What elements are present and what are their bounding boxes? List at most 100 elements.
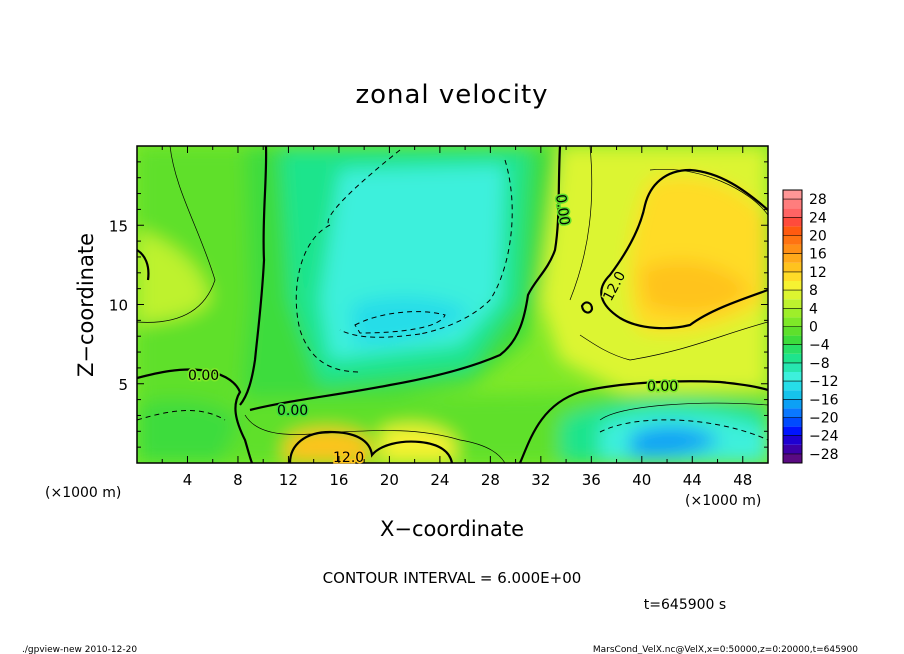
field-region-right-orange: [640, 260, 750, 314]
colorbar-swatch: [783, 390, 802, 400]
colorbar-label: 28: [809, 192, 827, 208]
colorbar-label: 8: [809, 283, 818, 299]
colorbar-swatch: [783, 262, 802, 272]
field-region-lowerleft-negative: [137, 400, 240, 463]
x-tick-label: 12: [279, 471, 298, 489]
colorbar-swatch: [783, 290, 802, 300]
contour-dash-7: [137, 410, 226, 421]
colorbar-label: 12: [809, 265, 827, 281]
contour-zero-center: [249, 146, 562, 412]
x-tick-label: 24: [430, 471, 449, 489]
colorbar-label: −12: [809, 374, 839, 390]
contour-zero-left-pocket: [137, 249, 150, 281]
x-axis-ticks: 4 8 12 16 20 24 28 32 36 40 44 48: [161, 146, 752, 489]
contour-thin-4: [244, 414, 506, 463]
plot-area: [137, 146, 768, 463]
contour-thin-2: [649, 169, 768, 216]
colorbar-label: 24: [809, 210, 827, 226]
colorbar-label: 20: [809, 229, 827, 245]
contour-zero-left: [137, 368, 254, 463]
colorbar-label: −28: [809, 447, 839, 463]
colorbar: [782, 189, 803, 464]
colorbar-swatch: [783, 217, 802, 227]
chart-title: zonal velocity: [355, 80, 548, 110]
x-tick-label: 36: [582, 471, 601, 489]
colorbar-swatch: [783, 271, 802, 281]
colorbar-swatch: [783, 281, 802, 291]
contour-dash-4: [339, 329, 421, 338]
contour-label-twelve-lower: 12.0: [333, 450, 364, 466]
x-tick-label: 32: [531, 471, 550, 489]
x-tick-label: 8: [233, 471, 243, 489]
colorbar-swatch: [783, 226, 802, 236]
contour-lines-twelve: [288, 168, 768, 463]
contour-interval-text: CONTOUR INTERVAL = 6.000E+00: [323, 569, 582, 587]
field-region-central-core: [350, 295, 470, 345]
y-axis-title: Z−coordinate: [74, 233, 98, 377]
contour-twelve-lower: [288, 430, 454, 463]
colorbar-swatch: [783, 435, 802, 445]
contour-twelve-right: [600, 168, 768, 330]
contour-thin-3: [579, 321, 768, 361]
colorbar-swatch: [783, 244, 802, 254]
colorbar-swatch: [783, 299, 802, 309]
colorbar-swatch: [783, 444, 802, 454]
x-axis-unit-right: (×1000 m): [685, 493, 761, 509]
x-tick-label: 28: [481, 471, 500, 489]
contour-zero-vertical: [239, 146, 268, 406]
contour-lines-dashed: [137, 149, 768, 441]
colorbar-label: −4: [809, 338, 830, 354]
x-axis-title: X−coordinate: [380, 517, 524, 541]
colorbar-swatch: [783, 417, 802, 427]
x-tick-label: 4: [183, 471, 193, 489]
colorbar-swatch: [783, 335, 802, 345]
contour-lines-thin: [137, 146, 768, 463]
colorbar-labels: 28 24 20 16 12 8 4 0 −4 −8 −12 −16 −20 −24 −28: [783, 192, 839, 463]
contour-dash-1: [295, 224, 361, 373]
contour-thin-1: [137, 146, 216, 323]
x-tick-label: 16: [329, 471, 348, 489]
time-label: t=645900 s: [644, 597, 726, 613]
colorbar-swatch: [783, 317, 802, 327]
colorbar-label: −24: [809, 429, 839, 445]
colorbar-swatch: [783, 372, 802, 382]
y-tick-label: 5: [118, 376, 128, 394]
contour-label-zero-lower: 0.00: [277, 403, 308, 419]
colorbar-label: −8: [809, 356, 830, 372]
colorbar-swatch: [783, 326, 802, 336]
colorbar-swatch: [783, 408, 802, 418]
contour-thin-6: [569, 146, 593, 301]
colorbar-swatch: [783, 353, 802, 363]
colorbar-swatch: [783, 308, 802, 318]
field-region-lowerright-blue: [630, 425, 720, 457]
contour-label-zero-top: 0.00: [552, 193, 572, 226]
contour-dash-6: [599, 419, 768, 441]
x-tick-label: 44: [683, 471, 702, 489]
colorbar-swatch: [783, 453, 802, 463]
colorbar-label: 4: [809, 301, 818, 317]
colorbar-swatch: [783, 253, 802, 263]
colorbar-label: 0: [809, 320, 818, 336]
footer-left: ./gpview-new 2010-12-20: [22, 645, 137, 654]
footer-right: MarsCond_VelX.nc@VelX,x=0:50000,z=0:2000…: [593, 645, 858, 654]
contour-label-zero-right: 0.00: [647, 379, 678, 395]
colorbar-label: 16: [809, 247, 827, 263]
colorbar-swatch: [783, 426, 802, 436]
colorbar-swatch: [783, 190, 802, 200]
contour-dash-5: [354, 311, 446, 334]
contour-zero-lowerright: [518, 380, 768, 463]
colorbar-swatch: [783, 381, 802, 391]
colorbar-label: −20: [809, 411, 839, 427]
contour-label-zero-left: 0.00: [188, 368, 219, 384]
colorbar-swatch: [783, 235, 802, 245]
contour-dash-2: [327, 149, 401, 226]
y-tick-label: 15: [109, 217, 128, 235]
x-axis-unit-left: (×1000 m): [45, 485, 121, 501]
y-axis-ticks: 5 10 15: [109, 161, 768, 448]
x-tick-label: 48: [733, 471, 752, 489]
x-tick-label: 40: [632, 471, 651, 489]
colorbar-swatch: [783, 362, 802, 372]
colorbar-label: −16: [809, 392, 839, 408]
colorbar-swatch: [783, 199, 802, 209]
